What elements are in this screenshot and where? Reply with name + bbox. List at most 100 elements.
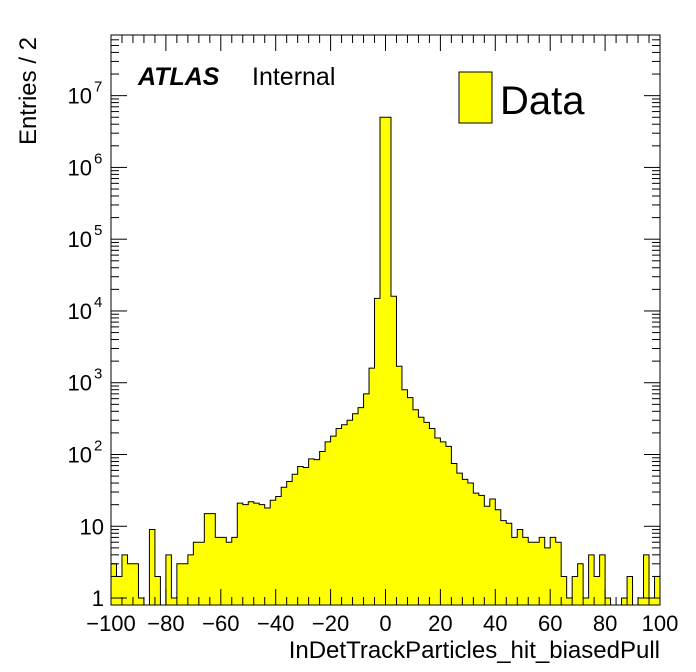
histogram-bin bbox=[511, 537, 518, 605]
histogram-bin bbox=[517, 529, 524, 605]
y-tick-label: 10 bbox=[80, 514, 104, 539]
histogram-bin bbox=[621, 598, 628, 605]
histogram-bin bbox=[369, 368, 375, 605]
histogram-bin bbox=[154, 576, 161, 605]
histogram-bin bbox=[495, 509, 502, 605]
y-tick-exponent: 3 bbox=[94, 366, 102, 383]
histogram-bin bbox=[237, 503, 244, 605]
histogram-bin bbox=[193, 542, 200, 605]
y-tick-label: 10 bbox=[68, 299, 92, 324]
histogram-bin bbox=[138, 598, 145, 605]
x-tick-label: −60 bbox=[202, 611, 239, 636]
histogram-bin bbox=[390, 296, 397, 605]
y-tick-exponent: 2 bbox=[94, 438, 102, 455]
histogram-bin bbox=[649, 598, 655, 605]
axis-ticks bbox=[110, 34, 661, 605]
histogram-bin bbox=[204, 513, 211, 605]
histogram-bin bbox=[423, 422, 430, 605]
histogram-bin bbox=[489, 498, 496, 605]
x-tick-label: 100 bbox=[642, 611, 679, 636]
histogram-bin bbox=[654, 576, 661, 605]
histogram-bin bbox=[643, 554, 650, 605]
legend-label-data: Data bbox=[500, 79, 585, 123]
histogram-bin bbox=[638, 598, 644, 605]
histogram-bin bbox=[506, 523, 513, 605]
x-tick-label: −100 bbox=[86, 611, 136, 636]
histogram-bin bbox=[412, 409, 419, 605]
histogram-bin bbox=[396, 366, 403, 605]
histogram-bin bbox=[577, 563, 584, 605]
histogram-bin bbox=[473, 493, 480, 605]
histogram-bin bbox=[303, 467, 309, 605]
x-tick-label: −20 bbox=[312, 611, 349, 636]
histogram-bin bbox=[440, 441, 447, 605]
histogram-bin bbox=[286, 481, 293, 605]
histogram-bin bbox=[116, 576, 123, 605]
histogram-bin bbox=[325, 441, 331, 605]
y-tick-label: 1 bbox=[92, 586, 104, 611]
histogram-bars bbox=[110, 116, 661, 606]
y-tick-label: 10 bbox=[68, 84, 92, 109]
histogram-bin bbox=[248, 501, 255, 605]
histogram-bin bbox=[270, 500, 276, 605]
histogram-bin bbox=[319, 451, 326, 605]
x-tick-label: −40 bbox=[257, 611, 294, 636]
y-tick-exponent: 7 bbox=[94, 79, 102, 96]
y-tick-label: 10 bbox=[68, 227, 92, 252]
histogram-bin bbox=[187, 554, 194, 605]
x-tick-label: 80 bbox=[593, 611, 617, 636]
internal-label: Internal bbox=[252, 63, 335, 91]
histogram-bin bbox=[352, 413, 359, 605]
histogram-bin bbox=[605, 598, 611, 605]
y-tick-exponent: 6 bbox=[94, 150, 102, 167]
x-axis-title: InDetTrackParticles_hit_biasedPull bbox=[289, 637, 660, 664]
histogram-bin bbox=[231, 537, 238, 605]
atlas-label: ATLAS bbox=[137, 63, 220, 91]
histogram-bin bbox=[583, 598, 589, 605]
histogram-bin bbox=[434, 437, 441, 605]
histogram-bin bbox=[451, 463, 458, 605]
histogram-bin bbox=[500, 520, 507, 605]
x-tick-label: −80 bbox=[147, 611, 184, 636]
histogram-bin bbox=[165, 554, 172, 605]
histogram-bin bbox=[445, 446, 452, 605]
histogram-bin bbox=[171, 598, 178, 605]
x-tick-label: 20 bbox=[428, 611, 452, 636]
histogram-bin bbox=[308, 458, 315, 605]
histogram-bin bbox=[336, 428, 342, 605]
histogram-bin bbox=[478, 495, 485, 605]
histogram-bin bbox=[467, 483, 474, 605]
histogram-bin bbox=[149, 529, 156, 605]
histogram-bin bbox=[462, 479, 469, 605]
histogram-bin bbox=[347, 420, 353, 605]
histogram-bin bbox=[484, 506, 491, 605]
histogram-bin bbox=[550, 537, 556, 605]
histogram-bin bbox=[555, 542, 562, 605]
histogram-bin bbox=[528, 542, 535, 605]
y-tick-label: 10 bbox=[68, 155, 92, 180]
histogram-bin bbox=[253, 503, 260, 605]
histogram-bin bbox=[561, 576, 567, 605]
histogram-bin bbox=[627, 576, 633, 605]
histogram-bin bbox=[259, 504, 266, 605]
y-tick-exponent: 4 bbox=[94, 294, 102, 311]
histogram-bin bbox=[209, 513, 216, 605]
histogram-bin bbox=[264, 507, 271, 605]
histogram-bin bbox=[533, 542, 540, 605]
histogram-bin bbox=[330, 436, 337, 605]
histogram-bin bbox=[588, 554, 595, 605]
histogram-bin bbox=[292, 474, 298, 605]
histogram-bin bbox=[407, 397, 414, 605]
x-tick-label: 60 bbox=[538, 611, 562, 636]
histogram-bin bbox=[572, 576, 578, 605]
histogram-outline bbox=[110, 116, 661, 606]
histogram-bin bbox=[281, 487, 287, 605]
histogram-bin bbox=[544, 547, 551, 605]
histogram-bin bbox=[182, 563, 189, 605]
histogram-bin bbox=[363, 393, 370, 605]
histogram-bin bbox=[215, 537, 222, 605]
histogram-bin bbox=[401, 389, 408, 605]
histogram-bin bbox=[198, 542, 205, 605]
histogram-bin bbox=[242, 504, 249, 605]
